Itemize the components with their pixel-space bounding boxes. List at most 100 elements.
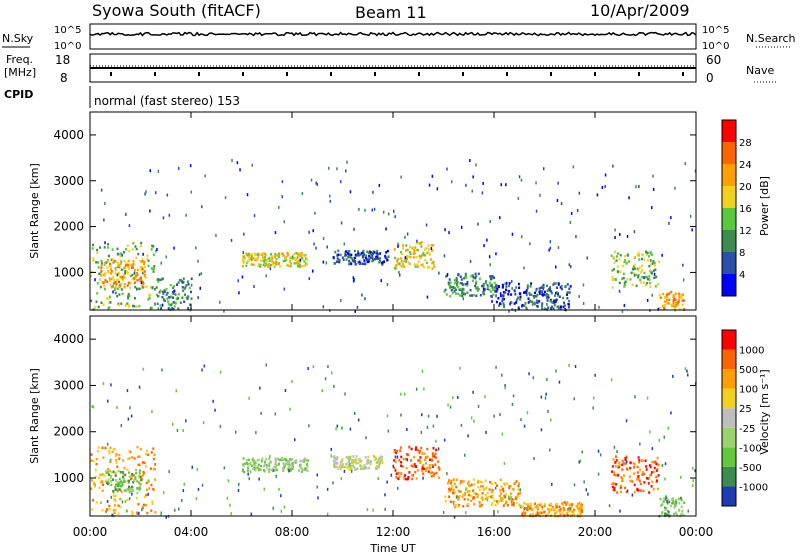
heatmap-cell <box>675 511 678 514</box>
heatmap-cell <box>626 460 628 464</box>
heatmap-cell <box>649 465 652 469</box>
heatmap-cell <box>479 480 482 483</box>
heatmap-cell <box>154 511 157 514</box>
heatmap-cell <box>201 483 204 487</box>
heatmap-cell <box>459 287 462 291</box>
heatmap-cell <box>457 273 460 276</box>
heatmap-cell <box>662 292 665 296</box>
heatmap-cell <box>533 296 536 299</box>
heatmap-cell <box>455 278 458 281</box>
heatmap-cell <box>445 293 448 296</box>
heatmap-cell <box>504 386 506 390</box>
heatmap-cell <box>491 286 494 290</box>
heatmap-cell <box>575 505 578 508</box>
heatmap-cell <box>140 476 143 480</box>
heatmap-cell <box>243 232 245 236</box>
heatmap-cell <box>272 261 275 265</box>
heatmap-cell <box>146 257 149 260</box>
heatmap-cell <box>541 302 544 305</box>
heatmap-cell <box>153 468 155 471</box>
heatmap-cell <box>473 293 476 297</box>
heatmap-cell <box>177 307 180 310</box>
cpid-label: CPID <box>4 88 33 101</box>
heatmap-cell <box>153 287 156 291</box>
heatmap-cell <box>694 469 696 473</box>
heatmap-cell <box>260 411 262 415</box>
heatmap-cell <box>177 296 179 300</box>
heatmap-cell <box>345 462 348 466</box>
heatmap-cell <box>492 293 495 296</box>
freq-dip <box>242 72 244 76</box>
heatmap-cell <box>122 477 125 481</box>
heatmap-cell <box>630 271 633 275</box>
freq-dip <box>110 72 112 76</box>
heatmap-cell <box>610 378 613 382</box>
heatmap-cell <box>469 259 472 263</box>
heatmap-cell <box>181 499 183 502</box>
heatmap-cell <box>409 252 412 256</box>
y-tick-label: 2000 <box>53 220 84 234</box>
heatmap-cell <box>567 510 570 514</box>
nsky-right-tick-bottom: 10^0 <box>702 41 729 52</box>
heatmap-cell <box>223 466 226 470</box>
heatmap-cell <box>478 488 481 492</box>
heatmap-cell <box>471 189 473 193</box>
heatmap-cell <box>92 259 95 262</box>
heatmap-cell <box>610 254 613 258</box>
heatmap-cell <box>124 266 127 269</box>
heatmap-cell <box>550 418 552 422</box>
heatmap-cell <box>270 255 273 258</box>
heatmap-cell <box>615 259 618 262</box>
heatmap-cell <box>329 309 331 313</box>
heatmap-cell <box>375 457 377 460</box>
heatmap-cell <box>420 241 423 244</box>
heatmap-cell <box>466 482 469 485</box>
heatmap-cell <box>347 465 350 468</box>
heatmap-cell <box>339 460 342 464</box>
heatmap-cell <box>625 490 628 494</box>
heatmap-cell <box>114 286 117 290</box>
heatmap-cell <box>412 256 415 259</box>
heatmap-cell <box>558 380 561 384</box>
heatmap-cell <box>541 307 544 311</box>
nsky-right-tick-top: 10^5 <box>702 25 729 36</box>
heatmap-cell <box>427 470 430 473</box>
heatmap-cell <box>645 253 648 256</box>
heatmap-cell <box>381 263 384 266</box>
heatmap-cell <box>250 254 253 258</box>
heatmap-cell <box>114 269 117 272</box>
heatmap-cell <box>453 515 456 519</box>
heatmap-cell <box>645 468 648 471</box>
heatmap-cell <box>517 492 520 496</box>
heatmap-cell <box>149 209 151 213</box>
heatmap-cell <box>119 263 122 266</box>
heatmap-cell <box>156 248 158 251</box>
heatmap-cell <box>498 304 501 307</box>
heatmap-cell <box>525 289 528 292</box>
heatmap-cell <box>668 292 671 295</box>
heatmap-cell <box>337 249 340 252</box>
heatmap-cell <box>135 472 138 475</box>
heatmap-cell <box>332 459 335 463</box>
heatmap-cell <box>461 283 464 286</box>
heatmap-cell <box>365 254 368 257</box>
heatmap-cell <box>456 284 459 287</box>
heatmap-cell <box>107 470 109 474</box>
heatmap-cell <box>118 457 121 460</box>
heatmap-cell <box>197 259 199 263</box>
heatmap-cell <box>405 244 408 247</box>
heatmap-cell <box>120 288 123 291</box>
heatmap-cell <box>661 510 664 514</box>
heatmap-cell <box>478 277 481 280</box>
heatmap-cell <box>106 280 109 284</box>
heatmap-cell <box>97 305 100 309</box>
heatmap-cell <box>197 487 200 491</box>
heatmap-cell <box>127 259 130 263</box>
heatmap-cell <box>106 499 109 503</box>
heatmap-cell <box>479 294 482 297</box>
heatmap-cell <box>477 481 479 484</box>
heatmap-cell <box>106 270 109 274</box>
heatmap-cell <box>528 507 531 510</box>
heatmap-cell <box>667 498 670 502</box>
heatmap-cell <box>549 240 552 244</box>
